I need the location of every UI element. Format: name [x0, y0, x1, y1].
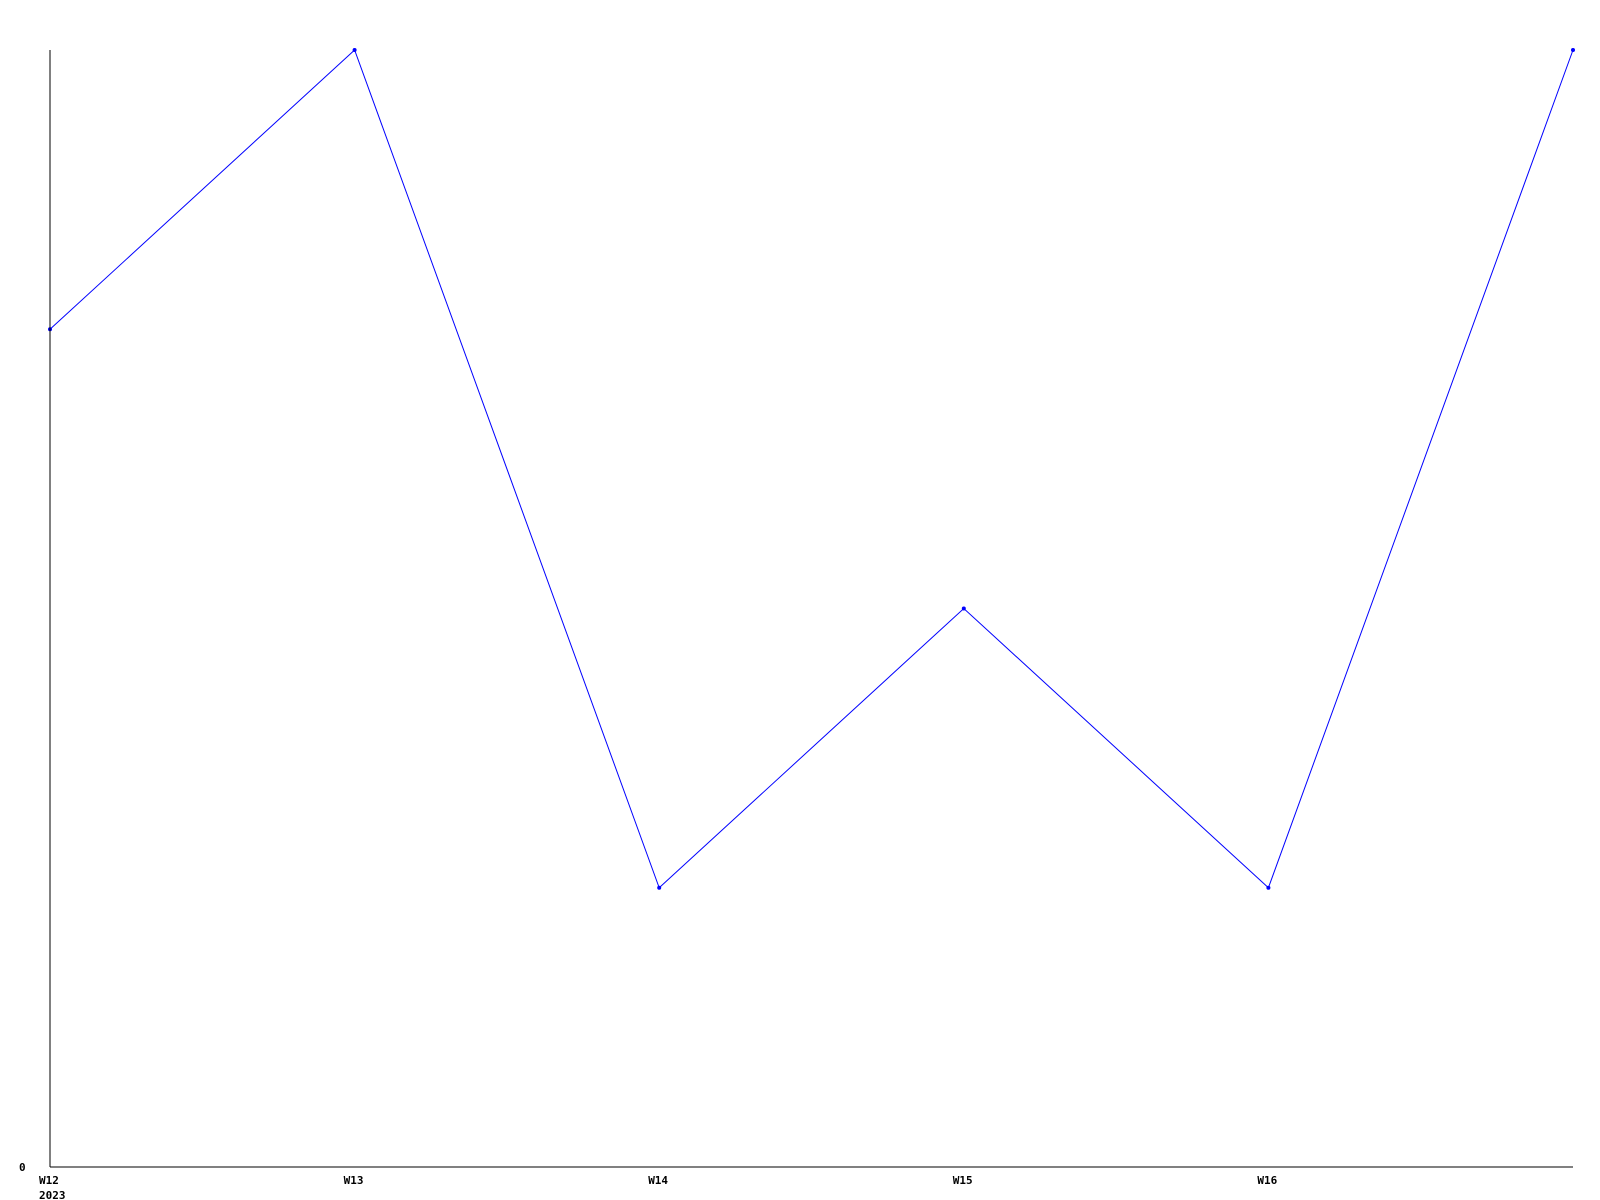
data-point-w15: [961, 606, 966, 611]
x-tick-label: W12: [39, 1174, 59, 1187]
x-tick-label: W16: [1257, 1174, 1277, 1187]
x-tick-label: W13: [344, 1174, 364, 1187]
series-line: [49, 49, 1574, 889]
data-point-w17: [1571, 48, 1575, 52]
x-tick-label: W14: [648, 1174, 668, 1187]
data-point-w14: [657, 885, 662, 890]
y-tick-label: 0: [19, 1161, 26, 1174]
data-point-w16: [1266, 885, 1271, 890]
x-sub-label: 2023: [39, 1189, 66, 1200]
data-point-w13: [352, 48, 357, 52]
x-tick-label: W15: [953, 1174, 973, 1187]
